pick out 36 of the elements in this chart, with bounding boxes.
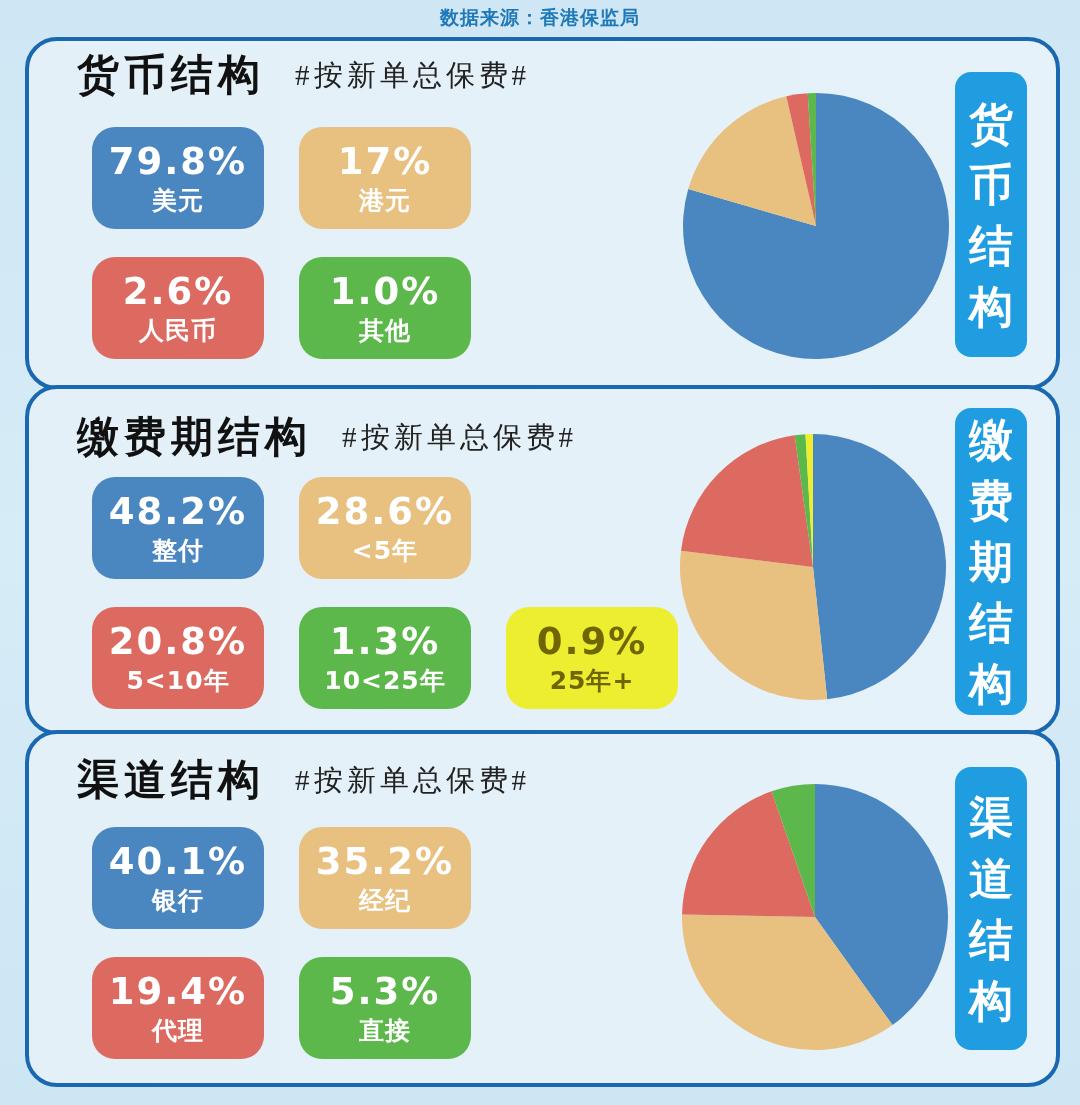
legend-label: 人民币 <box>139 314 217 358</box>
data-label: 35.2% <box>315 840 455 884</box>
data-label: 0.9% <box>536 620 648 664</box>
chart-title: 渠道结构 <box>77 755 265 805</box>
data-label: 20.8% <box>108 620 248 664</box>
chart-title: 渠道结构 <box>969 791 1013 1026</box>
legend-label: 经纪 <box>359 884 411 928</box>
legend-label: <5年 <box>351 534 419 578</box>
text: 缴费期结构 <box>77 412 312 462</box>
legend-label: 港元 <box>359 184 411 228</box>
chart-title: 缴费期结构 <box>969 414 1013 709</box>
legend-label: 整付 <box>152 534 204 578</box>
data-label: 19.4% <box>108 970 248 1014</box>
legend-label: 5<10年 <box>126 664 230 708</box>
legend-label: 10<25年 <box>324 664 446 708</box>
data-label: 1.3% <box>329 620 441 664</box>
chart-title: 货币结构 <box>969 97 1013 332</box>
legend-label: 其他 <box>359 314 411 358</box>
data-label: 1.0% <box>329 270 441 314</box>
legend-label: 25年+ <box>549 664 635 708</box>
chart-subtitle: #按新单总保费# <box>295 763 530 798</box>
text: #按新单总保费# <box>342 420 577 455</box>
source-note: 数据来源：香港保监局 <box>439 5 641 30</box>
data-label: 17% <box>337 140 433 184</box>
data-label: 2.6% <box>122 270 234 314</box>
data-label: 79.8% <box>108 140 248 184</box>
legend-label: 银行 <box>152 884 204 928</box>
legend-label: 美元 <box>152 184 204 228</box>
data-label: 48.2% <box>108 490 248 534</box>
data-label: 28.6% <box>315 490 455 534</box>
legend-label: 代理 <box>152 1014 204 1058</box>
chart-subtitle: #按新单总保费# <box>295 58 530 93</box>
legend-label: 直接 <box>359 1014 411 1058</box>
chart-title: 货币结构 <box>77 50 265 100</box>
data-label: 5.3% <box>329 970 441 1014</box>
data-label: 40.1% <box>108 840 248 884</box>
